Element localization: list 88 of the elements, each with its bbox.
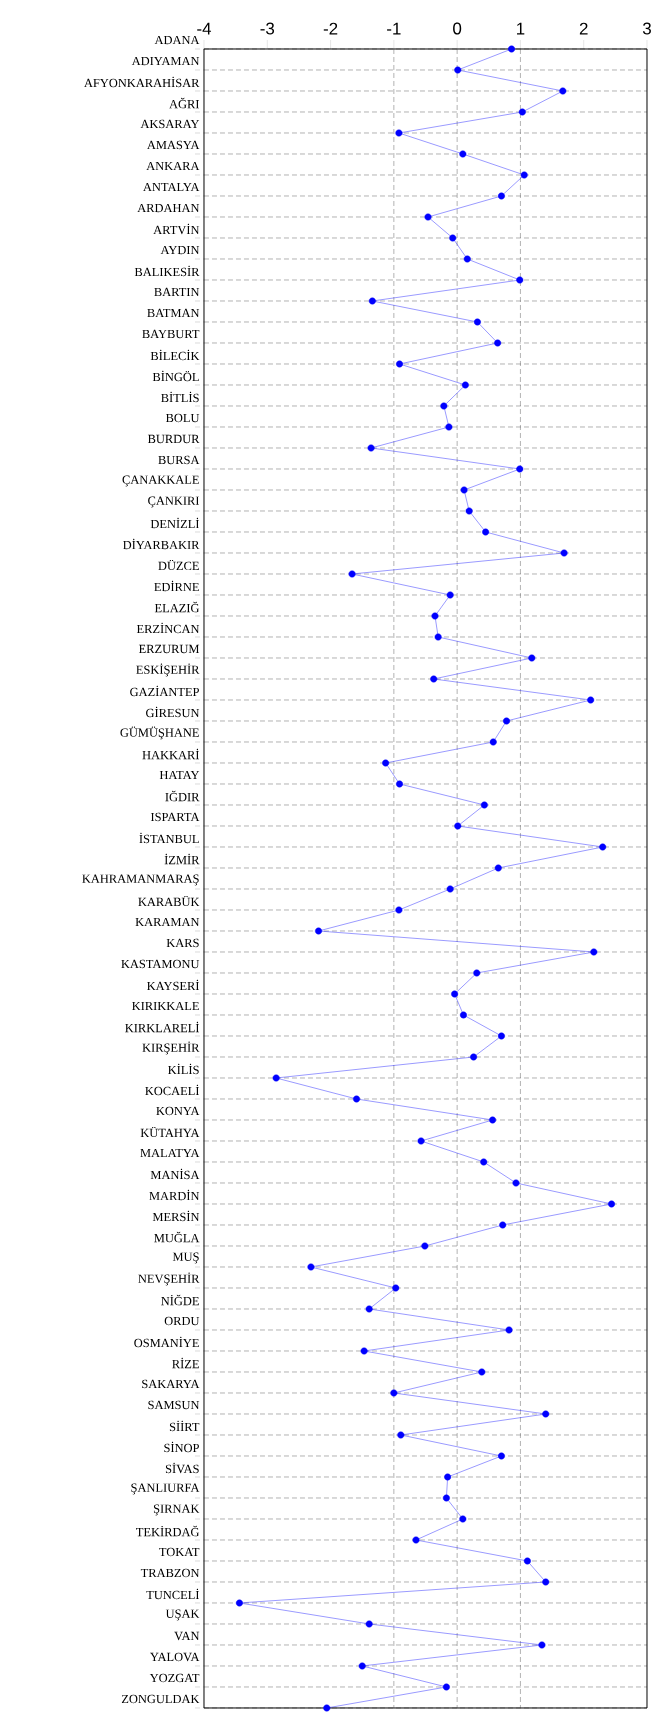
y-tick-label: YALOVA <box>150 1652 200 1662</box>
y-tick-label: DİYARBAKIR <box>123 538 200 550</box>
y-tick-label: KARAMAN <box>135 917 200 927</box>
y-tick-label: ELAZIĞ <box>154 601 200 613</box>
y-tick-label: NİĞDE <box>161 1294 199 1306</box>
y-tick-label: SİİRT <box>169 1420 200 1432</box>
y-tick-label: TEKİRDAĞ <box>136 1525 200 1537</box>
y-tick-label: KIRKLARELİ <box>125 1021 200 1033</box>
y-tick-label: MUĞLA <box>154 1231 200 1243</box>
y-tick-label: SAKARYA <box>142 1379 200 1389</box>
y-tick-label: AKSARAY <box>140 119 200 129</box>
y-tick-label: AYDIN <box>160 245 200 255</box>
y-tick-label: VAN <box>174 1631 200 1641</box>
y-tick-label: SİNOP <box>164 1441 199 1453</box>
y-tick-label: OSMANİYE <box>134 1336 199 1348</box>
y-tick-label: MERSİN <box>152 1210 200 1222</box>
y-tick-label: KASTAMONU <box>121 959 200 969</box>
y-tick-label: ADIYAMAN <box>131 56 200 66</box>
y-tick-label: NEVŞEHİR <box>138 1272 200 1286</box>
y-tick-label: GÜMÜŞHANE <box>120 726 199 740</box>
y-tick-label: AĞRI <box>169 97 200 109</box>
y-tick-label: GİRESUN <box>146 706 200 718</box>
y-tick-label: IĞDIR <box>165 790 200 802</box>
y-tick-label: ÇANKIRI <box>148 496 200 508</box>
y-tick-label: SAMSUN <box>148 1400 200 1410</box>
y-tick-label: MUŞ <box>172 1252 199 1264</box>
x-tick-label: -3 <box>260 22 275 35</box>
y-tick-label: KAHRAMANMARAŞ <box>82 874 199 886</box>
y-tick-label: ARDAHAN <box>137 203 200 213</box>
y-tick-label: ISPARTA <box>150 812 200 822</box>
y-tick-label: BATMAN <box>147 308 200 318</box>
y-tick-label: KONYA <box>156 1106 200 1116</box>
y-tick-label: ANKARA <box>146 161 200 171</box>
y-tick-label: HAKKARİ <box>142 748 200 760</box>
y-tick-label: ADANA <box>154 35 200 45</box>
y-tick-label: UŞAK <box>165 1609 200 1621</box>
x-tick-label: -4 <box>197 22 212 35</box>
y-tick-label: BALIKESİR <box>134 265 200 277</box>
y-tick-label: BOLU <box>165 413 200 423</box>
y-tick-label: AFYONKARAHİSAR <box>84 76 200 88</box>
x-tick-label: 1 <box>517 22 525 35</box>
y-tick-label: TUNCELİ <box>146 1588 200 1600</box>
y-tick-label: ESKİŞEHİR <box>136 663 200 677</box>
y-tick-label: KİLİS <box>168 1063 199 1075</box>
y-tick-label: BAYBURT <box>142 329 200 339</box>
y-tick-label: AMASYA <box>147 140 200 150</box>
y-tick-label: ERZİNCAN <box>136 622 200 634</box>
y-tick-label: ŞANLIURFA <box>131 1483 200 1495</box>
y-tick-label: GAZİANTEP <box>130 685 199 697</box>
x-tick-label: 3 <box>642 22 651 35</box>
y-tick-label: TRABZON <box>140 1568 200 1578</box>
y-tick-label: SİVAS <box>165 1462 199 1474</box>
x-tick-label: -1 <box>387 22 401 35</box>
y-tick-label: MARDİN <box>149 1189 200 1201</box>
x-tick-label: -2 <box>323 22 338 35</box>
y-tick-label: DÜZCE <box>158 559 199 571</box>
y-tick-label: ARTVİN <box>153 223 200 235</box>
y-tick-label: BARTIN <box>154 287 200 297</box>
y-tick-label: MALATYA <box>140 1148 200 1158</box>
x-tick-label: 2 <box>579 22 588 35</box>
y-tick-label: ZONGULDAK <box>121 1694 200 1704</box>
y-tick-label: BİNGÖL <box>152 370 199 382</box>
y-tick-label: ERZURUM <box>138 644 200 654</box>
y-tick-label: EDİRNE <box>154 580 199 592</box>
y-tick-label: HATAY <box>159 770 200 780</box>
y-tick-label: KÜTAHYA <box>140 1126 200 1138</box>
y-tick-label: ŞIRNAK <box>153 1504 200 1516</box>
y-tick-label: DENİZLİ <box>150 517 200 529</box>
y-tick-label: KIRIKKALE <box>132 1001 199 1011</box>
y-tick-label: BİLECİK <box>150 349 200 361</box>
y-tick-label: BURSA <box>158 455 200 465</box>
y-tick-label: İZMİR <box>164 853 200 865</box>
y-tick-label: BURDUR <box>147 434 200 444</box>
y-tick-label: KARABÜK <box>138 895 200 907</box>
y-tick-label: YOZGAT <box>149 1673 200 1683</box>
y-tick-label: KAYSERİ <box>147 979 200 991</box>
y-tick-label: ANTALYA <box>143 182 200 192</box>
y-tick-label: KARS <box>166 938 199 948</box>
y-tick-label: TOKAT <box>159 1547 200 1557</box>
y-tick-label: KIRŞEHİR <box>142 1041 200 1055</box>
y-tick-label: MANİSA <box>150 1168 200 1180</box>
x-tick-label: 0 <box>453 22 462 35</box>
y-tick-label: ÇANAKKALE <box>122 475 199 487</box>
y-tick-label: İSTANBUL <box>139 832 199 844</box>
y-tick-label: ORDU <box>164 1316 200 1326</box>
y-tick-label: KOCAELİ <box>145 1084 200 1096</box>
y-tick-label: RİZE <box>172 1357 199 1369</box>
y-tick-label: BİTLİS <box>161 391 199 403</box>
